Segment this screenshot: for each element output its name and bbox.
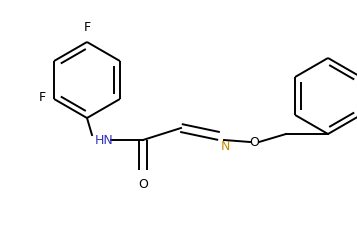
Text: F: F xyxy=(39,91,46,104)
Text: F: F xyxy=(84,21,91,34)
Text: O: O xyxy=(249,136,259,149)
Text: HN: HN xyxy=(95,133,114,146)
Text: O: O xyxy=(138,178,148,191)
Text: N: N xyxy=(221,140,230,153)
